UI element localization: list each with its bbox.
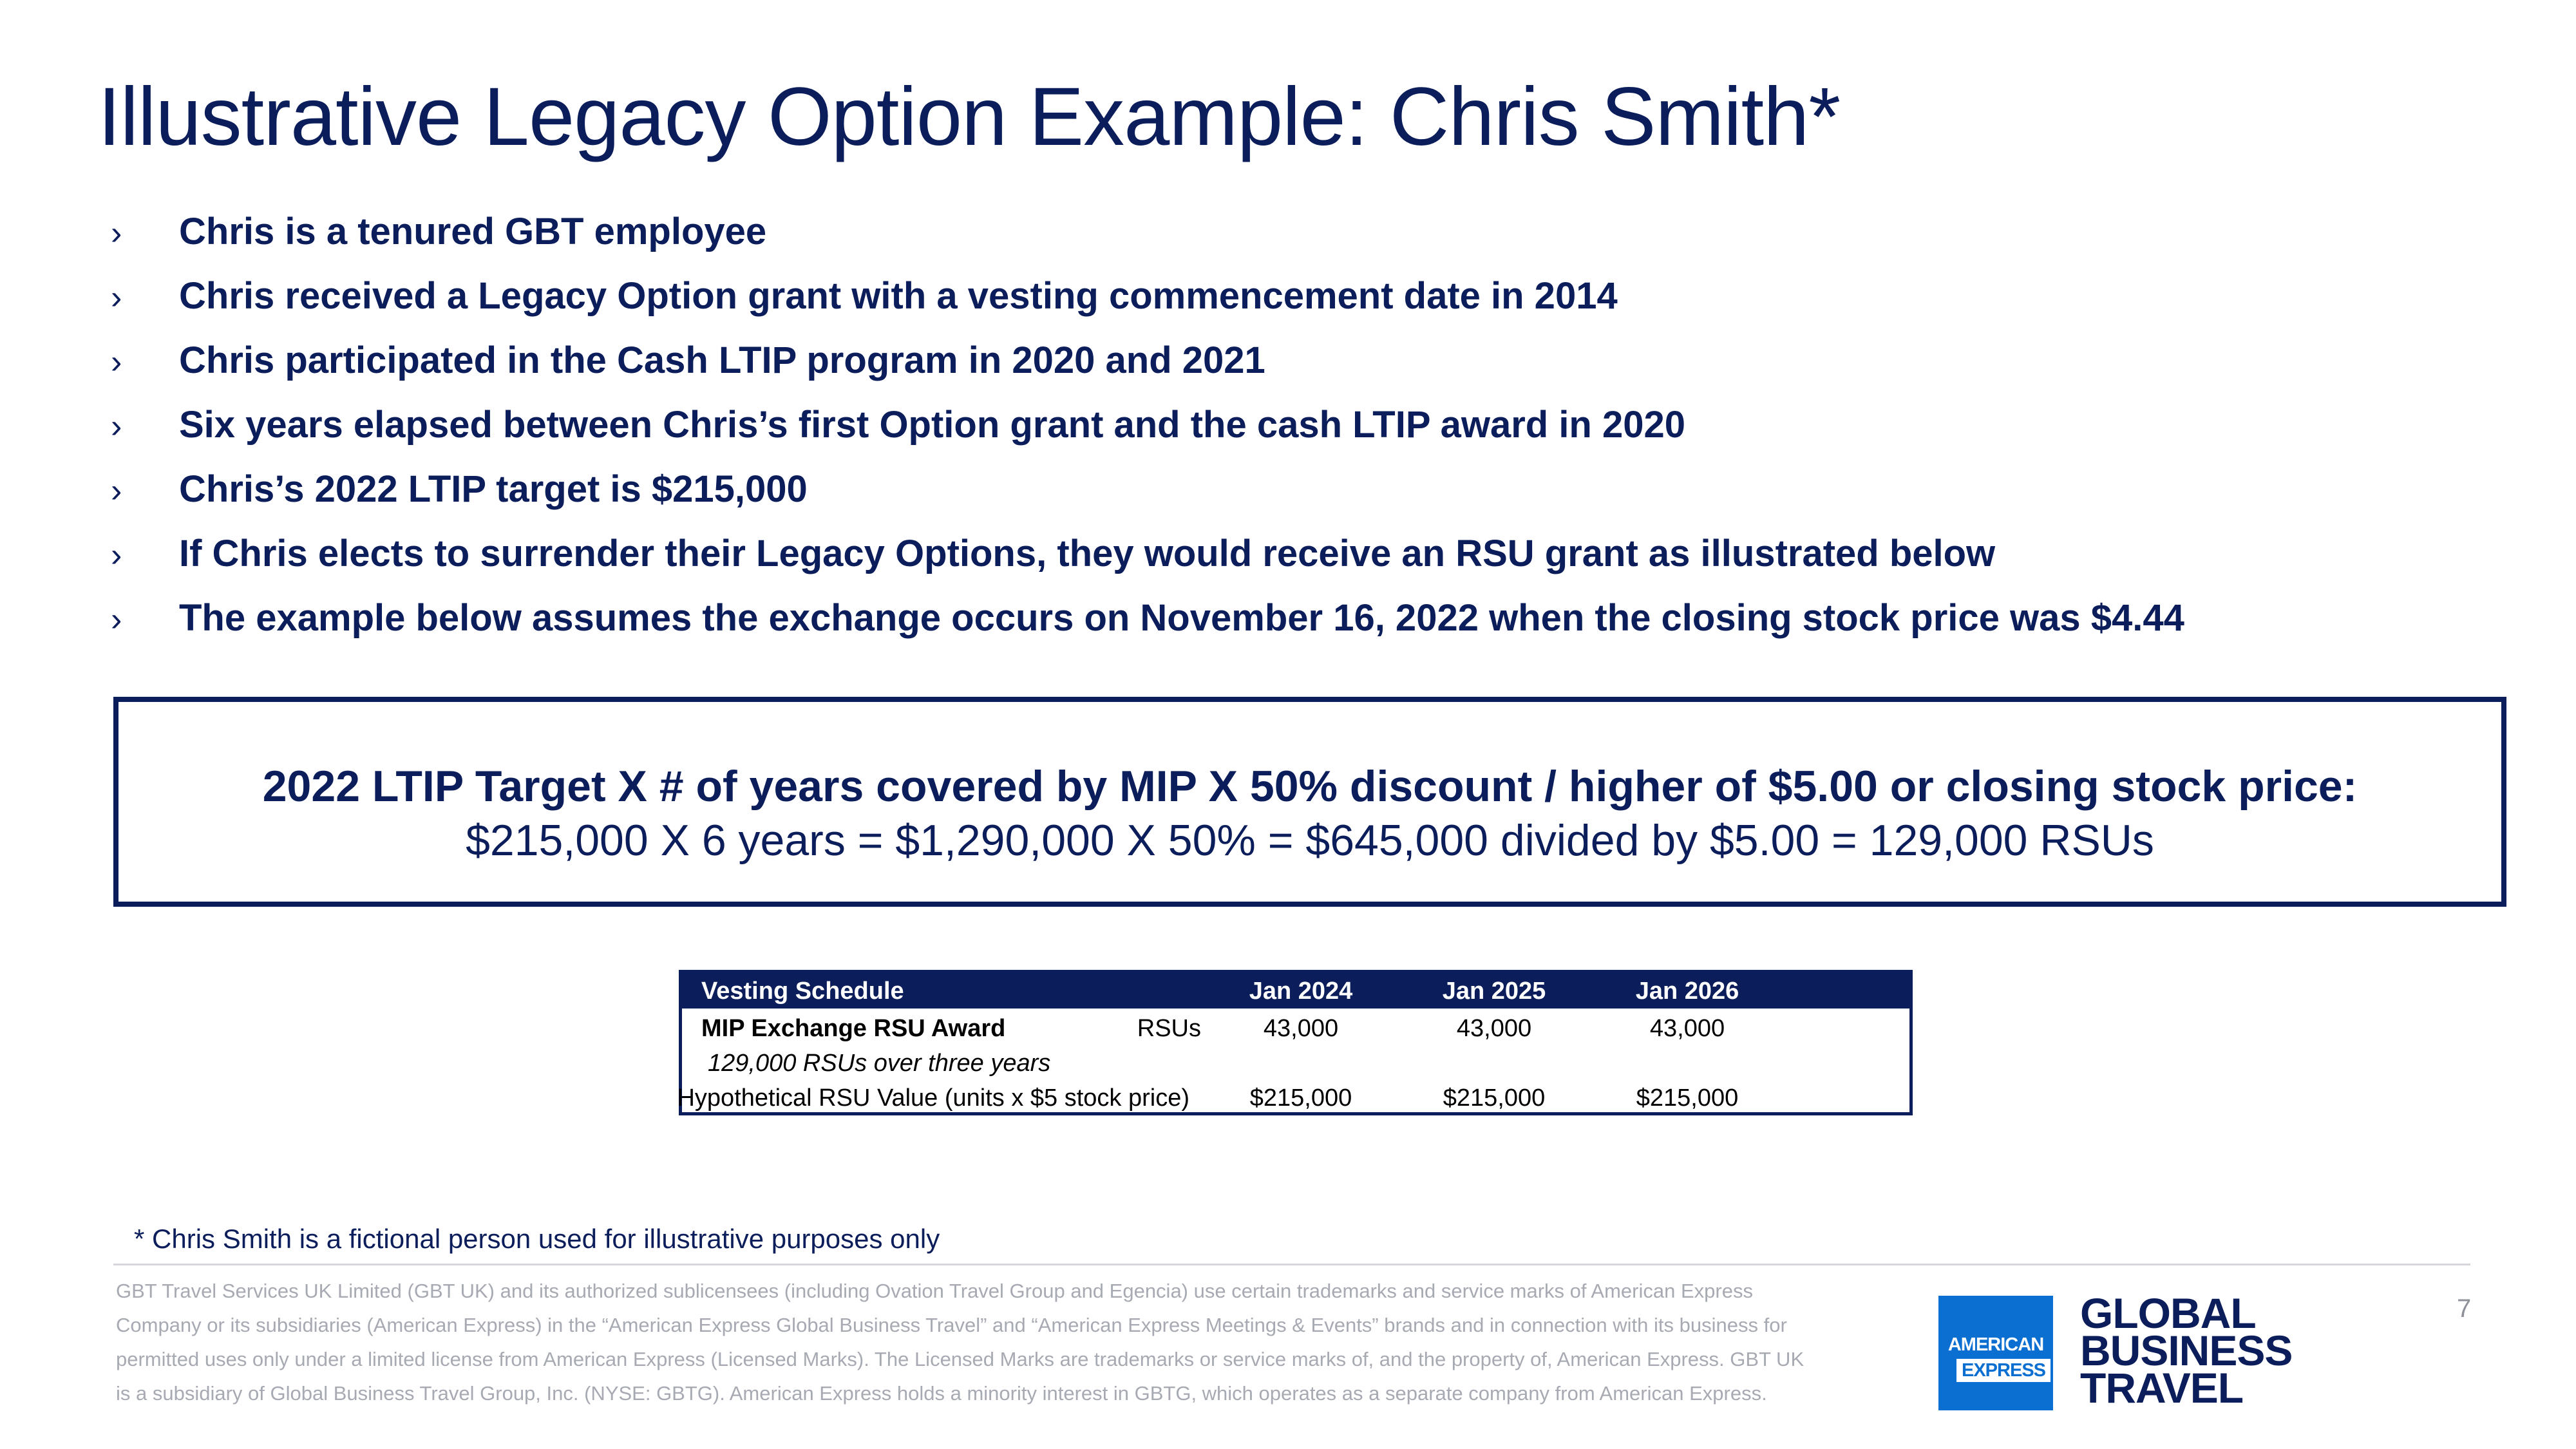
list-item: › The example below assumes the exchange …	[111, 596, 2184, 661]
value-jan-2026: $215,000	[1636, 1084, 1739, 1112]
table-row: Hypothetical RSU Value (units x $5 stock…	[677, 1078, 1909, 1113]
gbt-brand-wordmark: GLOBAL BUSINESS TRAVEL	[2080, 1289, 2293, 1412]
legal-disclaimer: GBT Travel Services UK Limited (GBT UK) …	[116, 1280, 1804, 1405]
chevron-right-icon: ›	[111, 601, 122, 638]
chevron-right-icon: ›	[111, 472, 122, 509]
list-item: › Chris received a Legacy Option grant wi…	[111, 274, 2184, 339]
brand-line: BUSINESS	[2080, 1327, 2293, 1374]
bullet-text: Chris is a tenured GBT employee	[179, 211, 767, 252]
bullet-text: Six years elapsed between Chris’s first …	[179, 404, 1686, 446]
formula-heading: 2022 LTIP Target X # of years covered by…	[262, 762, 2358, 811]
formula-box: 2022 LTIP Target X # of years covered by…	[113, 697, 2506, 907]
award-jan-2025: 43,000	[1456, 1015, 1532, 1042]
list-item: › Six years elapsed between Chris’s first…	[111, 403, 2184, 468]
chevron-right-icon: ›	[111, 214, 122, 252]
award-label: MIP Exchange RSU Award	[701, 1015, 1006, 1042]
chevron-right-icon: ›	[111, 279, 122, 316]
chevron-right-icon: ›	[111, 536, 122, 574]
chevron-right-icon: ›	[111, 408, 122, 445]
formula-calculation: $215,000 X 6 years = $1,290,000 X 50% = …	[466, 816, 2154, 865]
list-item: › If Chris elects to surrender their Lega…	[111, 532, 2184, 596]
brand-line: TRAVEL	[2080, 1364, 2244, 1412]
bullet-text: Chris received a Legacy Option grant wit…	[179, 275, 1618, 317]
value-jan-2025: $215,000	[1443, 1084, 1546, 1112]
amex-logo-line2: EXPRESS	[1956, 1359, 2050, 1382]
table-row: MIP Exchange RSU Award RSUs 43,000 43,00…	[682, 1009, 1909, 1043]
award-note: 129,000 RSUs over three years	[708, 1050, 1051, 1077]
list-item: › Chris participated in the Cash LTIP pro…	[111, 339, 2184, 403]
bullet-list: › Chris is a tenured GBT employee › Chris …	[111, 210, 2184, 661]
bullet-text: Chris participated in the Cash LTIP prog…	[179, 339, 1265, 381]
page-number: 7	[2457, 1294, 2472, 1323]
value-label: Hypothetical RSU Value (units x $5 stock…	[677, 1084, 1189, 1112]
value-jan-2024: $215,000	[1249, 1084, 1352, 1112]
bullet-text: Chris’s 2022 LTIP target is $215,000	[179, 468, 808, 510]
header-jan-2024: Jan 2024	[1249, 978, 1353, 1005]
list-item: › Chris is a tenured GBT employee	[111, 210, 2184, 274]
award-jan-2026: 43,000	[1649, 1015, 1725, 1042]
bullet-text: The example below assumes the exchange o…	[179, 597, 2184, 639]
brand-line: GLOBAL	[2080, 1289, 2257, 1337]
vesting-schedule-table: Vesting Schedule Jan 2024 Jan 2025 Jan 2…	[677, 970, 1913, 1115]
award-unit: RSUs	[1137, 1015, 1201, 1042]
table-header-row: Vesting Schedule Jan 2024 Jan 2025 Jan 2…	[682, 970, 1909, 1009]
header-vesting-schedule: Vesting Schedule	[701, 978, 904, 1005]
list-item: › Chris’s 2022 LTIP target is $215,000	[111, 468, 2184, 532]
footer-divider	[113, 1264, 2470, 1265]
award-jan-2024: 43,000	[1263, 1015, 1339, 1042]
header-jan-2026: Jan 2026	[1635, 978, 1739, 1005]
footnote: * Chris Smith is a fictional person used…	[134, 1224, 940, 1254]
table-row: 129,000 RSUs over three years	[682, 1043, 1909, 1078]
bullet-text: If Chris elects to surrender their Legac…	[179, 533, 1996, 574]
page-title: Illustrative Legacy Option Example: Chri…	[98, 71, 1841, 163]
amex-logo-line1: AMERICAN	[1947, 1334, 2044, 1355]
amex-logo: AMERICAN EXPRESS	[1938, 1296, 2053, 1410]
chevron-right-icon: ›	[111, 343, 122, 381]
header-jan-2025: Jan 2025	[1442, 978, 1546, 1005]
